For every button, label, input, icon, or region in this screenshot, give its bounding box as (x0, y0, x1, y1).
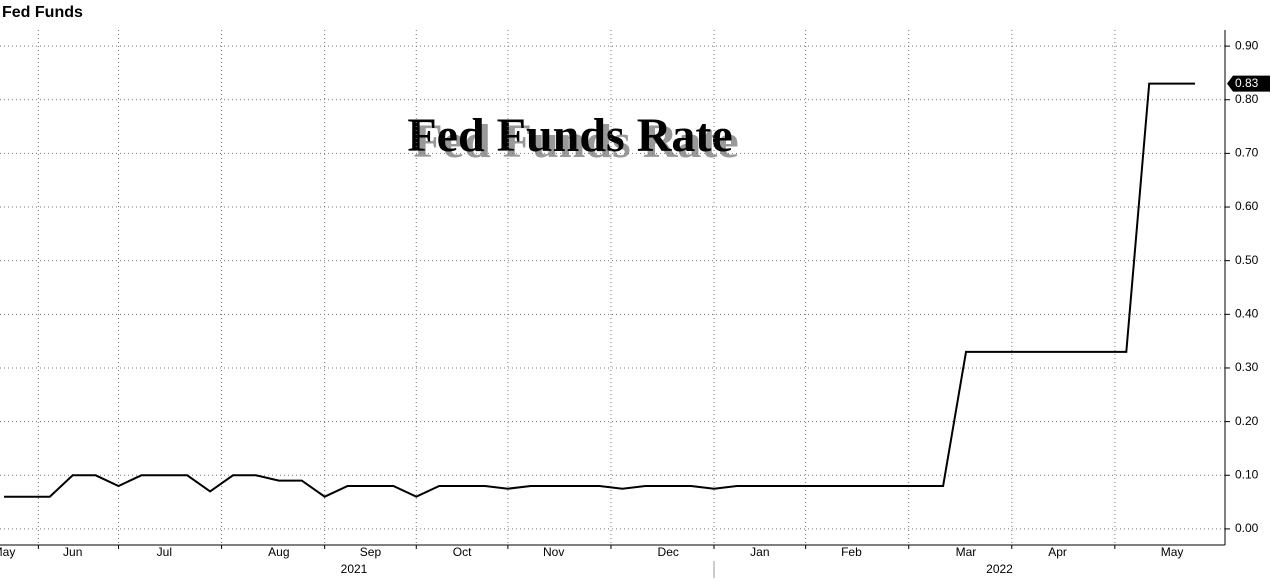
x-tick-label: Mar (956, 545, 977, 559)
y-tick-label: 0.10 (1235, 467, 1259, 481)
y-tick-label: 0.20 (1235, 414, 1259, 428)
x-tick-label: Feb (841, 545, 862, 559)
x-tick-label: Jun (63, 545, 82, 559)
x-tick-label: Oct (453, 545, 472, 559)
year-label: 2022 (986, 562, 1013, 576)
last-value-box (1227, 75, 1270, 92)
y-tick-label: 0.00 (1235, 521, 1259, 535)
y-tick-label: 0.30 (1235, 360, 1259, 374)
x-tick-label: Sep (360, 545, 382, 559)
line-series (4, 82, 1195, 498)
x-tick-label: Jul (157, 545, 172, 559)
x-tick-label: Aug (268, 545, 289, 559)
y-tick-label: 0.90 (1235, 38, 1259, 52)
year-label: 2021 (341, 562, 368, 576)
x-tick-label: May (1161, 545, 1184, 559)
x-tick-label: May (0, 545, 15, 559)
y-tick-label: 0.60 (1235, 199, 1259, 213)
y-tick-label: 0.80 (1235, 92, 1259, 106)
y-tick-label: 0.40 (1235, 306, 1259, 320)
x-tick-label: Dec (658, 545, 679, 559)
annotation: Fed Funds Rate (407, 109, 732, 162)
chart-title: Fed Funds (2, 4, 83, 21)
y-tick-label: 0.70 (1235, 146, 1259, 160)
x-tick-label: Apr (1048, 545, 1067, 559)
x-tick-label: Jan (750, 545, 769, 559)
y-tick-label: 0.50 (1235, 253, 1259, 267)
annotation-shadow: Fed Funds Rate (413, 115, 738, 168)
last-value-label: 0.83 (1235, 76, 1259, 90)
x-tick-label: Nov (543, 545, 564, 559)
